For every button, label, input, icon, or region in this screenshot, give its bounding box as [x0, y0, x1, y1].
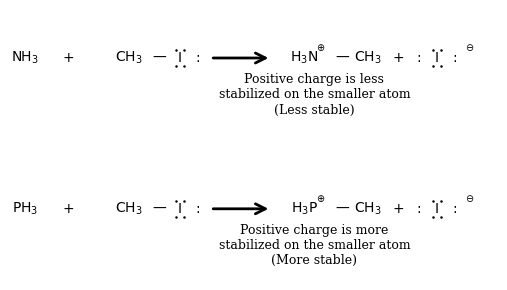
- Text: —: —: [335, 51, 349, 65]
- Text: +: +: [392, 51, 404, 65]
- Text: —: —: [153, 202, 167, 216]
- Text: CH$_3$: CH$_3$: [116, 201, 143, 217]
- Text: NH$_3$: NH$_3$: [12, 50, 39, 66]
- Text: PH$_3$: PH$_3$: [12, 201, 39, 217]
- Text: Positive charge is more: Positive charge is more: [240, 224, 388, 237]
- Text: (More stable): (More stable): [271, 254, 357, 267]
- Text: ⊖: ⊖: [465, 43, 474, 53]
- Text: :: :: [452, 51, 457, 65]
- Text: —: —: [335, 202, 349, 216]
- Text: :: :: [195, 202, 200, 216]
- Text: —: —: [153, 51, 167, 65]
- Text: :: :: [416, 202, 421, 216]
- Text: :: :: [452, 202, 457, 216]
- Text: (Less stable): (Less stable): [274, 104, 355, 117]
- Text: CH$_3$: CH$_3$: [354, 201, 381, 217]
- Text: Positive charge is less: Positive charge is less: [244, 73, 384, 86]
- Text: I: I: [435, 51, 439, 65]
- Text: stabilized on the smaller atom: stabilized on the smaller atom: [219, 239, 410, 252]
- Text: I: I: [178, 202, 182, 216]
- Text: I: I: [435, 202, 439, 216]
- Text: CH$_3$: CH$_3$: [354, 50, 381, 66]
- Text: +: +: [392, 202, 404, 216]
- Text: ⊕: ⊕: [316, 194, 324, 204]
- Text: ⊖: ⊖: [465, 194, 474, 204]
- Text: H$_3$N: H$_3$N: [290, 50, 318, 66]
- Text: CH$_3$: CH$_3$: [116, 50, 143, 66]
- Text: stabilized on the smaller atom: stabilized on the smaller atom: [219, 88, 410, 102]
- Text: ⊕: ⊕: [316, 43, 324, 53]
- Text: :: :: [416, 51, 421, 65]
- Text: H$_3$P: H$_3$P: [291, 201, 318, 217]
- Text: +: +: [63, 51, 74, 65]
- Text: I: I: [178, 51, 182, 65]
- Text: +: +: [63, 202, 74, 216]
- Text: :: :: [195, 51, 200, 65]
